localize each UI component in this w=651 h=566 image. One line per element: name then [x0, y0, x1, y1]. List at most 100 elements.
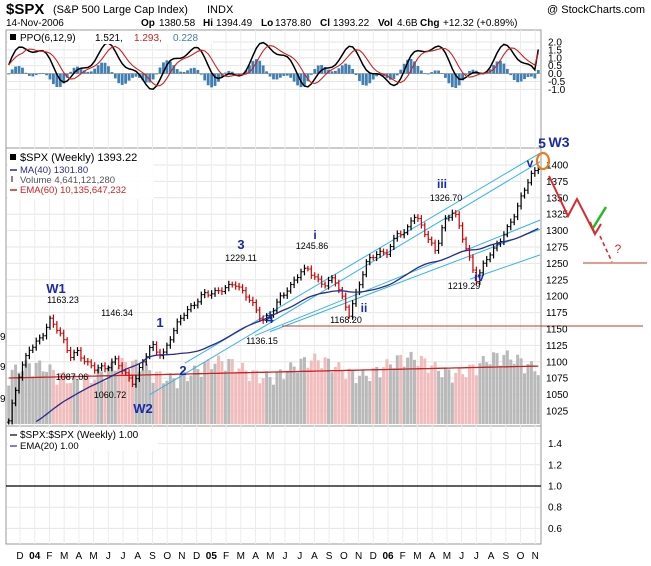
price-y-tick: 1050: [546, 390, 569, 401]
ppo-histogram-bar: [7, 73, 11, 75]
volume-bar: [302, 357, 306, 424]
ppo-histogram-bar: [323, 66, 327, 74]
volume-bar: [488, 364, 492, 424]
ppo-y-tick: -0.5: [548, 77, 566, 88]
volume-bar: [282, 379, 286, 424]
volume-bar: [79, 391, 83, 424]
ppo-histogram-bar: [124, 73, 128, 84]
volume-bar: [48, 364, 52, 424]
ppo-histogram-bar: [296, 73, 299, 86]
volume-bar: [526, 364, 530, 424]
ppo-histogram-bar: [117, 73, 121, 84]
ratio-legend: $SPX:$SPX (Weekly) 1.00 EMA(20) 1.00: [8, 429, 158, 452]
volume-bar: [519, 358, 523, 424]
volume-bar: [502, 354, 506, 424]
volume-bar: [344, 379, 348, 424]
volume-bar: [423, 358, 427, 424]
price-y-tick: 1225: [546, 275, 569, 286]
volume-bar: [141, 370, 145, 424]
volume-bar: [100, 371, 104, 424]
volume-bar: [137, 371, 141, 424]
volume-bar: [468, 364, 472, 424]
price-label: 1163.23: [47, 295, 79, 305]
volume-bar: [34, 362, 38, 424]
volume-bar: [272, 384, 275, 424]
left-edge-tick-1: 9: [0, 332, 6, 343]
volume-bar: [93, 379, 97, 424]
volume-bar: [124, 362, 128, 424]
ppo-histogram-bar: [21, 67, 24, 74]
volume-bar: [361, 369, 365, 424]
ppo-histogram-bar: [268, 73, 272, 77]
volume-bar: [275, 371, 279, 424]
volume-bar: [62, 371, 66, 424]
volume-bar: [216, 355, 220, 424]
price-y-tick: 1375: [546, 177, 569, 188]
volume-bar: [110, 361, 114, 424]
symbol-name: (S&P 500 Large Cap Index): [53, 4, 188, 16]
x-axis-label: F: [223, 551, 229, 562]
volume-bar: [485, 362, 489, 424]
high-value: 1394.49: [216, 18, 253, 29]
ppo-histogram-bar: [392, 73, 396, 79]
volume-bar: [399, 354, 403, 424]
volume-ema-line: [8, 365, 539, 379]
volume-bar: [237, 368, 241, 424]
ppo-histogram-bar: [272, 73, 275, 80]
volume-bar: [347, 368, 351, 424]
ppo-y-tick: 2.0: [548, 37, 562, 48]
volume-bar: [175, 388, 179, 424]
volume-bar: [69, 383, 73, 424]
volume-bar: [375, 366, 379, 424]
ppo-histogram-bar: [347, 64, 351, 74]
price-legend: $SPX (Weekly) 1393.22 MA(40) 1301.80 Vol…: [8, 151, 154, 199]
x-axis-label: 05: [206, 551, 218, 562]
ppo-histogram-bar: [292, 73, 296, 82]
ppo-histogram-bar: [131, 73, 134, 78]
ratio-y-tick: 1.0: [548, 482, 562, 493]
low-label: Lo: [261, 18, 273, 29]
volume-bar: [144, 363, 148, 424]
ppo-histogram-bar: [48, 73, 52, 80]
ppo-histogram-bar: [155, 73, 158, 75]
ppo-histogram-bar: [261, 65, 265, 74]
price-y-tick: 1325: [546, 210, 569, 221]
volume-bar: [151, 382, 155, 424]
ppo-histogram-bar: [289, 73, 293, 78]
ppo-histogram-bar: [516, 73, 520, 83]
volume-bar: [168, 373, 172, 424]
volume-bar: [65, 383, 69, 424]
projection-up-arrow: [591, 206, 608, 229]
volume-bar: [186, 381, 190, 424]
x-axis-label: A: [488, 551, 495, 562]
volume-bar: [419, 355, 423, 424]
volume-bar: [371, 368, 375, 424]
ppo-histogram-bar: [144, 73, 148, 83]
open-label: Op: [141, 18, 155, 29]
volume-bar: [447, 369, 451, 424]
ppo-histogram-bar: [199, 73, 203, 75]
volume-bar: [457, 367, 461, 424]
volume-bar: [299, 358, 303, 424]
ppo-histogram-bar: [426, 73, 430, 75]
ppo-histogram-bar: [206, 73, 210, 86]
ppo-histogram-bar: [399, 69, 403, 74]
ppo-histogram-bar: [127, 73, 131, 81]
ppo-histogram-bar: [203, 73, 207, 81]
ppo-histogram-bar: [237, 73, 241, 75]
ppo-histogram-bar: [306, 73, 310, 82]
price-y-tick: 1275: [546, 243, 569, 254]
ppo-histogram-bar: [103, 62, 107, 74]
ppo-histogram-bar: [375, 73, 379, 77]
x-axis-label: N: [355, 551, 362, 562]
ppo-histogram-bar: [430, 72, 434, 74]
volume-bar: [454, 373, 458, 424]
ppo-legend-signal-value: 1.293,: [134, 33, 162, 44]
volume-bar: [385, 359, 389, 424]
ppo-histogram-bar: [113, 73, 117, 79]
price-y-tick: 1250: [546, 259, 569, 270]
volume-bar: [113, 370, 117, 424]
ppo-histogram-bar: [454, 73, 458, 88]
volume-bar: [505, 350, 509, 424]
volume-bar: [182, 371, 186, 424]
